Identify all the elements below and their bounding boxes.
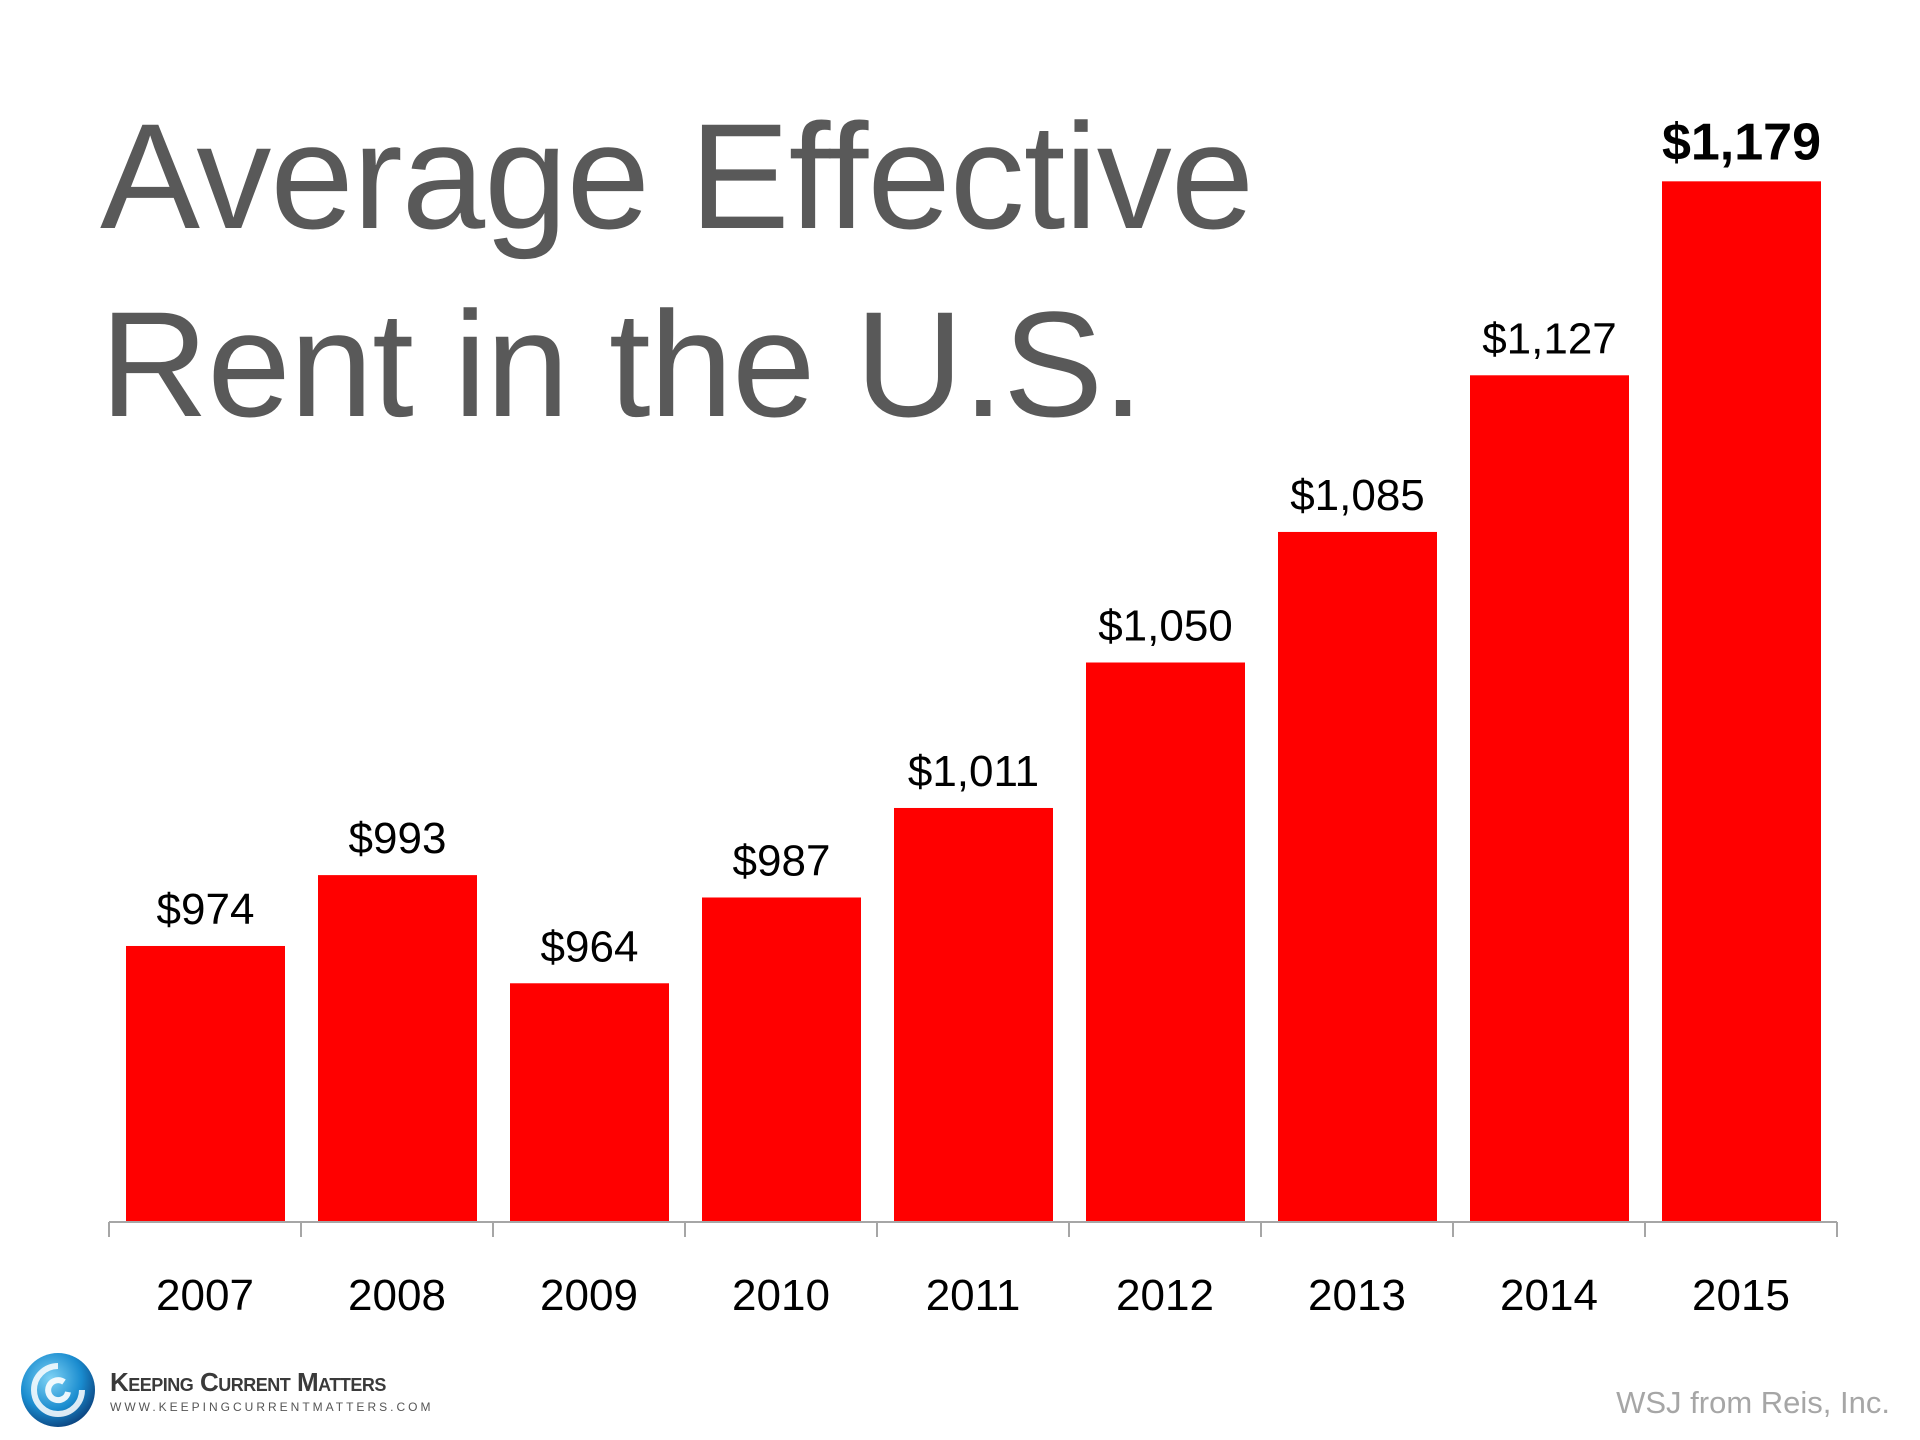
bar-2012	[1086, 662, 1245, 1222]
data-label-2010: $987	[733, 836, 831, 885]
data-label-2014: $1,127	[1482, 314, 1617, 363]
data-label-2011: $1,011	[908, 747, 1039, 796]
bar-2010	[702, 897, 861, 1222]
data-label-2012: $1,050	[1098, 602, 1233, 651]
swirl-logo-icon	[21, 1353, 95, 1427]
x-tick-label-2014: 2014	[1500, 1271, 1598, 1320]
bar-chart: $974 2007 $993 2008 $964 2009 $987 2010 $1,011 20…	[108, 113, 1838, 1320]
source-note: WSJ from Reis, Inc.	[1616, 1385, 1890, 1420]
x-tick-label-2007: 2007	[156, 1271, 254, 1320]
x-tick-label-2010: 2010	[732, 1271, 830, 1320]
bar-2013	[1278, 531, 1437, 1222]
data-label-2009: $964	[541, 922, 639, 971]
bar-2007	[126, 945, 285, 1222]
data-label-2015: $1,179	[1662, 113, 1821, 171]
data-label-2008: $993	[349, 814, 447, 863]
logo: Keeping Current Matters WWW.KEEPINGCURRE…	[20, 1352, 433, 1428]
bar-2011	[894, 807, 1053, 1222]
bar-2009	[510, 983, 669, 1222]
bar-2014	[1470, 375, 1629, 1222]
x-tick-label-2012: 2012	[1116, 1271, 1214, 1320]
bar-2008	[318, 875, 477, 1222]
data-label-2013: $1,085	[1290, 471, 1425, 520]
x-tick-label-2009: 2009	[540, 1271, 638, 1320]
x-tick-label-2008: 2008	[348, 1271, 446, 1320]
bar-2015	[1662, 181, 1821, 1223]
x-tick-label-2013: 2013	[1308, 1271, 1406, 1320]
title-line-2: Rent in the U.S.	[100, 280, 1144, 448]
chart-title: Average Effective Rent in the U.S.	[100, 82, 1254, 458]
title-line-1: Average Effective	[100, 92, 1254, 260]
x-tick-label-2011: 2011	[926, 1271, 1021, 1320]
logo-name: Keeping Current Matters	[110, 1366, 386, 1397]
data-label-2007: $974	[157, 885, 255, 934]
x-tick-label-2015: 2015	[1692, 1271, 1790, 1320]
logo-url: WWW.KEEPINGCURRENTMATTERS.COM	[110, 1399, 434, 1414]
